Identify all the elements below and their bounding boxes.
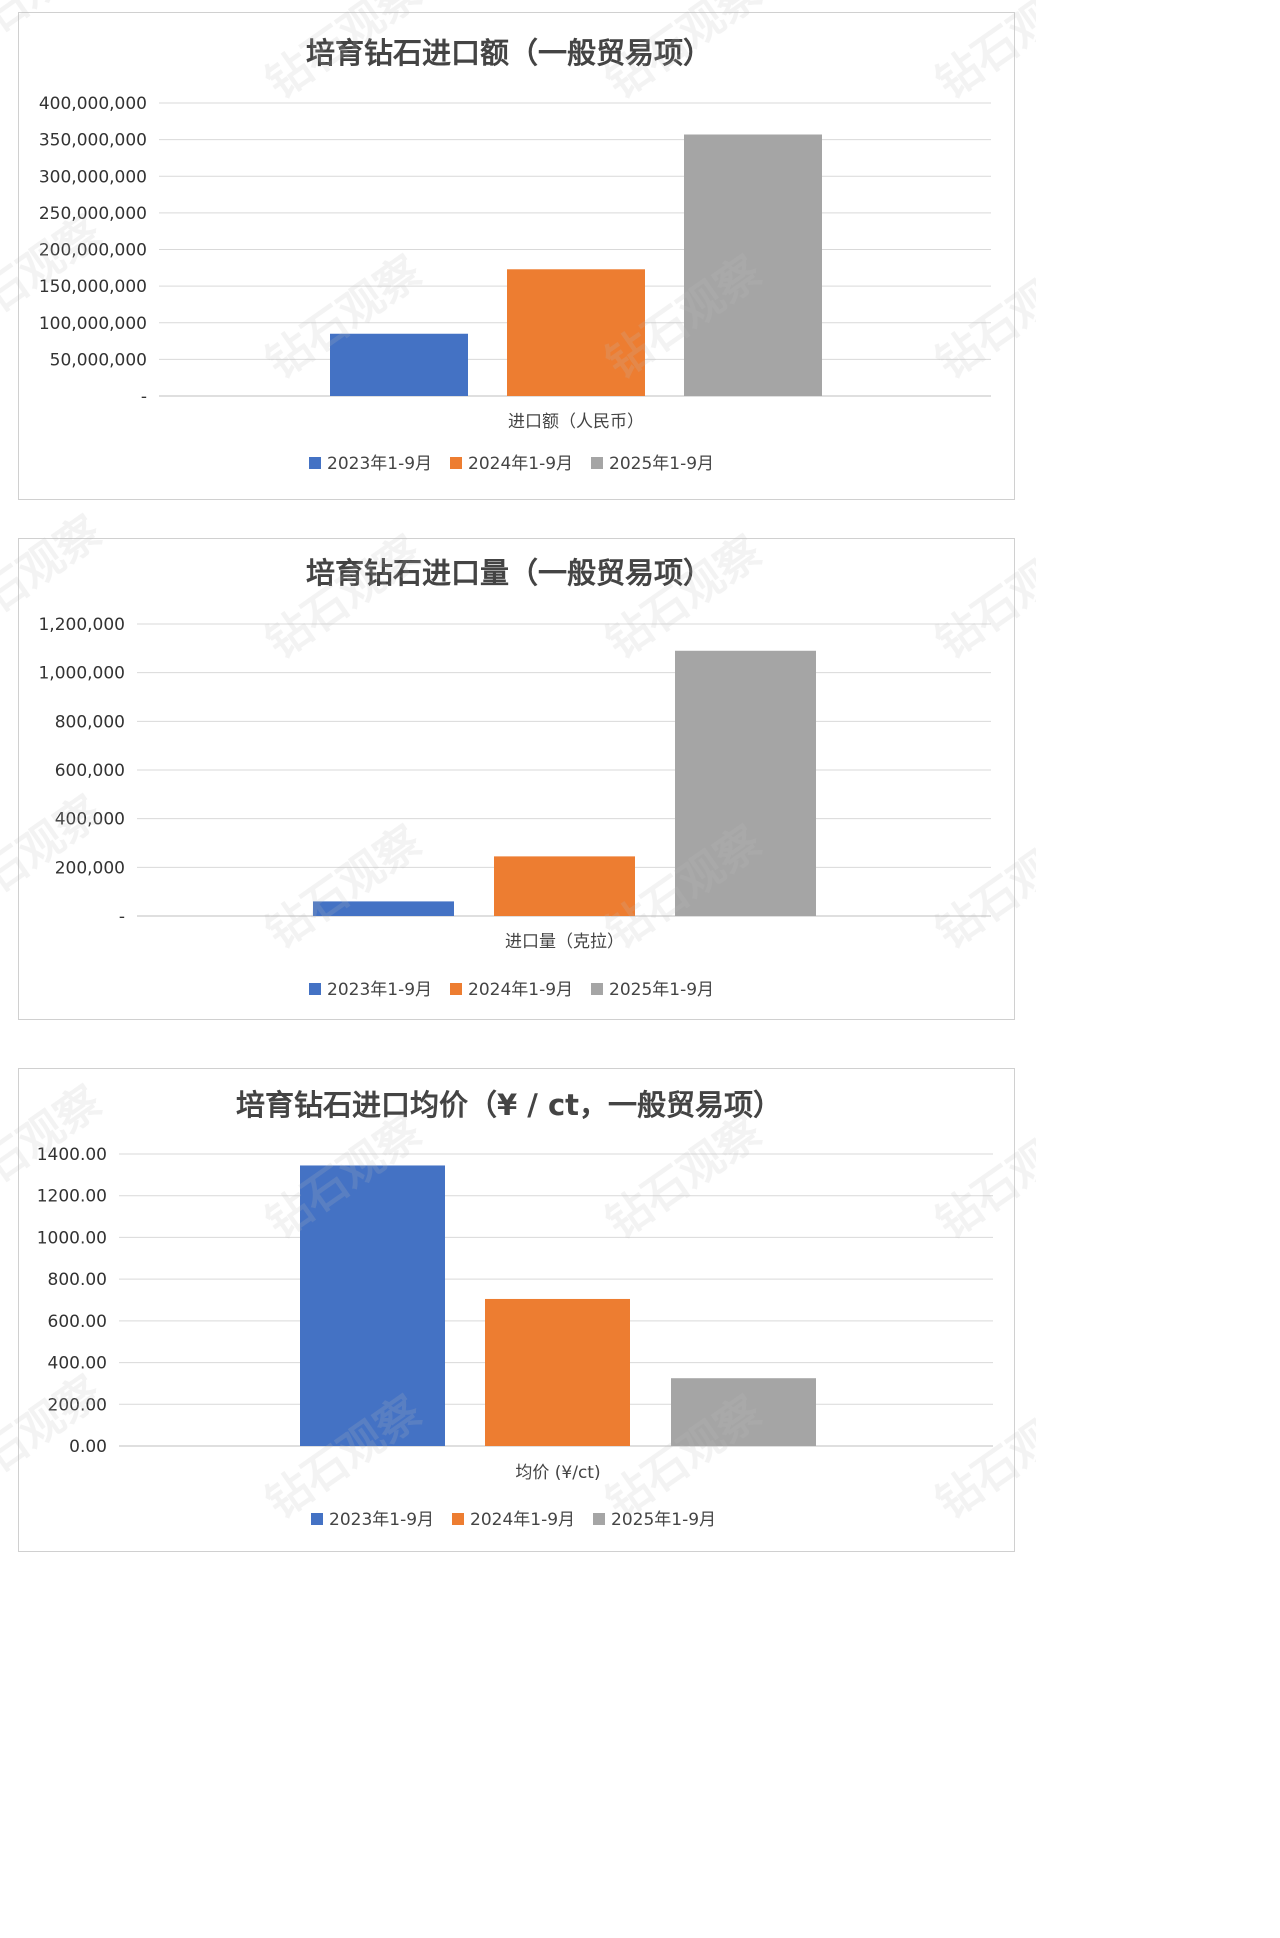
legend: 2023年1-9月 2024年1-9月 2025年1-9月 (309, 980, 714, 1000)
bar-1 (300, 1165, 445, 1446)
chart-panel-average-price: 培育钻石进口均价（¥ / ct，一般贸易项） 0.00 200.00 400.00 60… (18, 1068, 1015, 1552)
bar-3 (675, 650, 816, 916)
y-tick-label: 1000.00 (37, 1228, 107, 1248)
legend: 2023年1-9月 2024年1-9月 2025年1-9月 (311, 1510, 716, 1530)
y-tick-label: 350,000,000 (39, 131, 147, 151)
bar-3 (684, 134, 822, 396)
chart-title: 培育钻石进口均价（¥ / ct，一般贸易项） (236, 1088, 782, 1122)
bar-2 (494, 856, 635, 916)
legend-label: 2023年1-9月 (327, 980, 432, 1000)
y-tick-label: 1200.00 (37, 1187, 107, 1207)
legend-label: 2024年1-9月 (468, 454, 573, 474)
chart-title: 培育钻石进口量（一般贸易项） (306, 556, 712, 590)
chart-title: 培育钻石进口额（一般贸易项） (306, 36, 712, 70)
chart-import-value: 培育钻石进口额（一般贸易项） - 50,000,000 100,000,000 150,… (39, 36, 991, 474)
y-tick-label: 200,000,000 (39, 241, 147, 261)
bar-1 (313, 901, 454, 916)
legend-swatch (309, 457, 321, 469)
y-tick-label: 100,000,000 (39, 314, 147, 334)
y-tick-label: 1400.00 (37, 1145, 107, 1165)
y-tick-label: 800.00 (48, 1270, 107, 1290)
legend-swatch (591, 457, 603, 469)
y-tick-label: 150,000,000 (39, 277, 147, 297)
y-tick-label: 300,000,000 (39, 167, 147, 187)
y-tick-label: 1,000,000 (38, 664, 125, 684)
y-tick-label: 600,000 (55, 761, 125, 781)
chart-import-volume: 培育钻石进口量（一般贸易项） - 200,000 400,000 600,000 800,… (38, 556, 991, 1000)
legend-swatch (591, 983, 603, 995)
y-tick-label: - (119, 907, 125, 927)
legend-label: 2024年1-9月 (470, 1510, 575, 1530)
bar-3 (671, 1378, 816, 1446)
y-tick-label: 600.00 (48, 1312, 107, 1332)
legend-swatch (452, 1513, 464, 1525)
legend-swatch (593, 1513, 605, 1525)
legend-label: 2024年1-9月 (468, 980, 573, 1000)
y-tick-label: - (141, 387, 147, 407)
y-tick-label: 1,200,000 (38, 615, 125, 635)
category-label: 均价 (¥/ct) (515, 1463, 600, 1483)
legend-swatch (309, 983, 321, 995)
category-label: 进口量（克拉） (505, 932, 624, 952)
legend-label: 2025年1-9月 (611, 1510, 716, 1530)
bar-1 (330, 333, 468, 396)
y-tick-label: 200.00 (48, 1395, 107, 1415)
y-tick-label: 400,000 (55, 810, 125, 830)
legend-label: 2025年1-9月 (609, 454, 714, 474)
legend-swatch (311, 1513, 323, 1525)
legend-label: 2023年1-9月 (327, 454, 432, 474)
legend-label: 2023年1-9月 (329, 1510, 434, 1530)
legend-swatch (450, 983, 462, 995)
y-tick-label: 200,000 (55, 858, 125, 878)
y-tick-label: 250,000,000 (39, 204, 147, 224)
chart-average-price: 培育钻石进口均价（¥ / ct，一般贸易项） 0.00 200.00 400.00 60… (37, 1088, 993, 1530)
y-tick-label: 800,000 (55, 712, 125, 732)
bar-2 (507, 269, 645, 396)
y-tick-label: 400.00 (48, 1354, 107, 1374)
legend-label: 2025年1-9月 (609, 980, 714, 1000)
y-tick-label: 50,000,000 (50, 350, 147, 370)
y-tick-label: 400,000,000 (39, 94, 147, 114)
bar-2 (485, 1298, 630, 1446)
legend: 2023年1-9月 2024年1-9月 2025年1-9月 (309, 454, 714, 474)
chart-panel-import-value: 培育钻石进口额（一般贸易项） - 50,000,000 100,000,000 150,… (18, 12, 1015, 500)
chart-panel-import-volume: 培育钻石进口量（一般贸易项） - 200,000 400,000 600,000 800,… (18, 538, 1015, 1020)
legend-swatch (450, 457, 462, 469)
category-label: 进口额（人民币） (508, 412, 644, 432)
y-tick-label: 0.00 (69, 1437, 107, 1457)
